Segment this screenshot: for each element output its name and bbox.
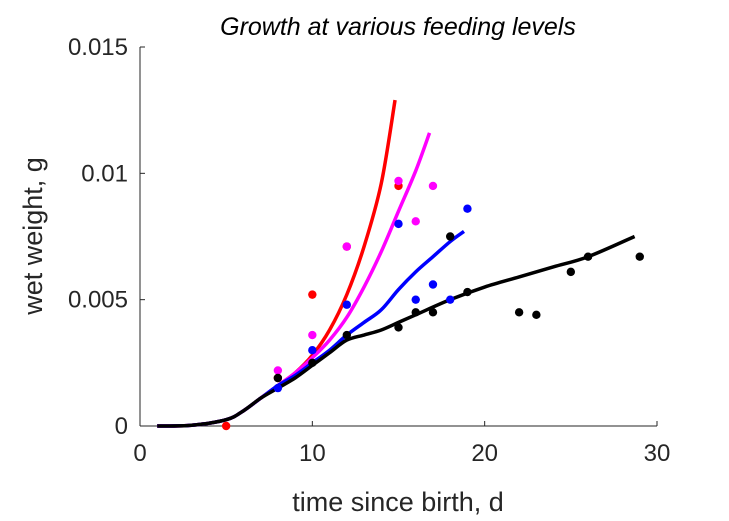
data-point: [428, 181, 438, 191]
data-point: [411, 295, 420, 304]
y-tick-label: 0: [115, 413, 128, 440]
model-curves: [157, 99, 636, 428]
model-curve: [157, 230, 466, 428]
data-point: [428, 280, 438, 289]
data-point: [428, 308, 438, 317]
data-point: [394, 219, 403, 229]
data-point: [532, 310, 541, 320]
model-curve: [157, 234, 636, 428]
data-point: [308, 346, 317, 355]
data-point: [342, 242, 351, 251]
data-point: [308, 358, 317, 368]
data-point: [446, 295, 455, 304]
data-point: [342, 330, 351, 340]
x-tick-label: 30: [644, 440, 671, 467]
y-tick-label: 0.005: [68, 287, 128, 314]
y-tick-label: 0.01: [81, 160, 128, 187]
y-axis-title: wet weight, g: [18, 157, 48, 316]
data-point: [273, 383, 283, 393]
data-point: [446, 232, 455, 241]
data-point: [308, 330, 317, 340]
data-point: [411, 308, 420, 317]
data-point: [221, 421, 231, 431]
x-tick-label: 10: [299, 440, 326, 467]
data-point: [342, 300, 351, 309]
x-tick-label: 20: [471, 440, 498, 467]
data-point: [273, 373, 283, 383]
y-tick-label: 0.015: [68, 34, 128, 61]
data-point: [635, 252, 644, 261]
data-point: [463, 204, 472, 213]
data-point: [583, 252, 593, 261]
data-point: [308, 290, 317, 299]
data-point: [273, 366, 283, 375]
data-point: [463, 287, 472, 297]
x-tick-label: 0: [133, 440, 146, 467]
y-ticks: 0 0.005 0.01 0.015: [68, 34, 145, 440]
x-axis-title: time since birth, d: [292, 487, 504, 517]
data-point: [394, 323, 403, 332]
model-curve: [157, 132, 432, 428]
axes: [139, 47, 657, 427]
data-point: [394, 176, 403, 186]
data-points: [221, 176, 644, 431]
data-point: [566, 267, 576, 277]
chart-title: Growth at various feeding levels: [220, 13, 576, 41]
data-point: [514, 308, 524, 317]
x-ticks: 0 10 20 30: [133, 421, 670, 467]
data-point: [411, 217, 420, 226]
